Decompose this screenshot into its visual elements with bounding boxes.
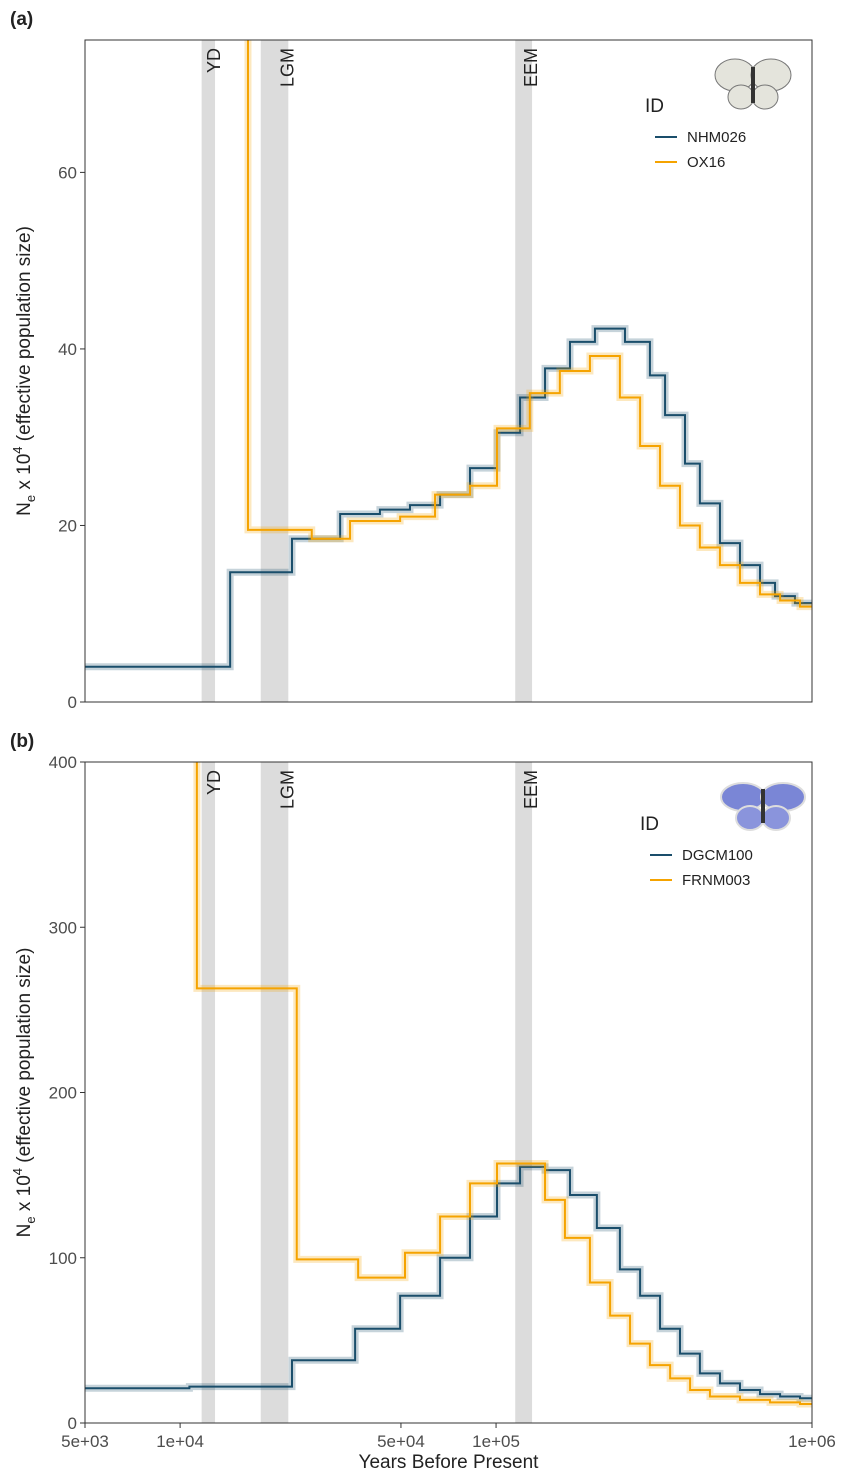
x-axis-title: Years Before Present (359, 1452, 540, 1473)
y-axis-title-part: e (23, 1216, 38, 1223)
series-band (85, 1163, 812, 1402)
legend-label: OX16 (687, 154, 725, 171)
y-axis-title-part: x 10 (14, 454, 35, 495)
panel-label: (a) (10, 9, 33, 30)
y-axis-title-part: (effective population size) (14, 226, 35, 446)
series-line (85, 327, 812, 668)
series-line (85, 1165, 812, 1400)
y-axis-title-part: 4 (10, 446, 25, 453)
period-label: EEM (521, 770, 541, 809)
x-tick-label: 1e+06 (788, 1432, 836, 1451)
plot-area (85, 40, 812, 671)
y-axis-title-part: 4 (10, 1168, 25, 1175)
period-band (201, 762, 216, 1423)
period-label: LGM (277, 48, 297, 87)
y-tick-label: 300 (49, 918, 77, 937)
y-tick-label: 100 (49, 1249, 77, 1268)
plot-area (85, 762, 812, 1408)
x-tick-label: 5e+03 (61, 1432, 109, 1451)
y-axis-title-part: (effective population size) (14, 948, 35, 1168)
period-band (515, 762, 533, 1423)
y-axis-title: Ne x 104 (effective population size) (10, 226, 38, 516)
y-axis-title-part: x 10 (14, 1175, 35, 1216)
y-tick-label: 200 (49, 1084, 77, 1103)
y-axis-title: Ne x 104 (effective population size) (10, 948, 38, 1238)
panel-label: (b) (10, 731, 34, 752)
legend-title: ID (645, 96, 664, 117)
legend-label: DGCM100 (682, 847, 753, 864)
y-axis-title-part: N (14, 502, 35, 516)
series-line (246, 40, 812, 608)
legend-label: NHM026 (687, 129, 746, 146)
butterfly-icon (720, 782, 806, 831)
y-tick-label: 0 (68, 1414, 77, 1433)
y-tick-label: 400 (49, 753, 77, 772)
period-label: YD (204, 770, 224, 795)
x-tick-label: 5e+04 (377, 1432, 425, 1451)
period-band (201, 40, 216, 702)
period-band (515, 40, 533, 702)
period-band (260, 762, 289, 1423)
x-tick-label: 1e+04 (156, 1432, 204, 1451)
period-label: YD (204, 48, 224, 73)
period-band (260, 40, 289, 702)
plot-frame (84, 761, 813, 1424)
y-tick-label: 60 (58, 163, 77, 182)
butterfly-icon (714, 58, 792, 110)
y-axis-title-part: e (23, 495, 38, 502)
y-tick-label: 40 (58, 340, 77, 359)
legend-label: FRNM003 (682, 872, 750, 889)
series-line (195, 762, 812, 1405)
y-axis-title-part: N (14, 1224, 35, 1238)
legend-title: ID (640, 814, 659, 835)
x-tick-label: 1e+05 (472, 1432, 520, 1451)
y-tick-label: 0 (68, 693, 77, 712)
period-label: EEM (521, 48, 541, 87)
y-tick-label: 20 (58, 516, 77, 535)
plot-frame (84, 39, 813, 703)
period-label: LGM (277, 770, 297, 809)
